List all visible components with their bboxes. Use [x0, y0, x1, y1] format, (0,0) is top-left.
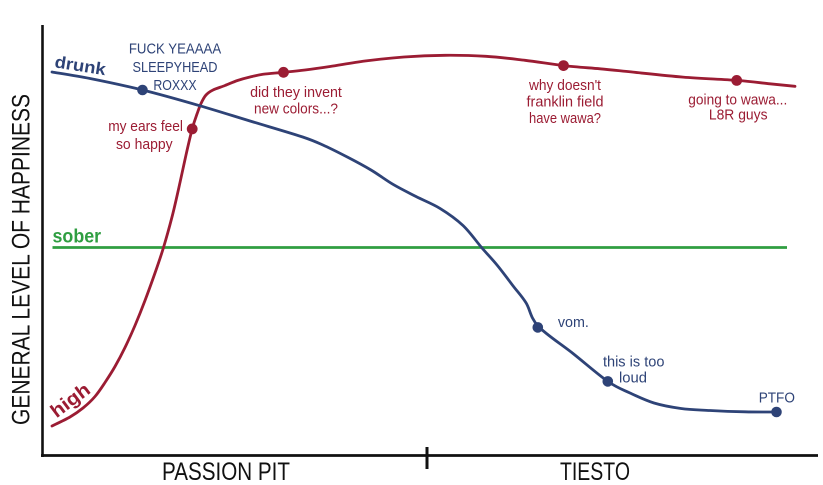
svg-text:franklin field: franklin field	[527, 94, 604, 111]
svg-text:FUCK YEAAAA: FUCK YEAAAA	[129, 41, 221, 58]
svg-text:so happy: so happy	[116, 136, 173, 153]
svg-text:my ears feel: my ears feel	[108, 118, 183, 135]
svg-text:have wawa?: have wawa?	[529, 110, 601, 127]
svg-text:PASSION PIT: PASSION PIT	[162, 458, 290, 485]
svg-text:PTFO: PTFO	[759, 390, 795, 407]
svg-text:going to wawa...: going to wawa...	[688, 92, 787, 109]
svg-text:drunk: drunk	[53, 52, 107, 79]
svg-text:GENERAL LEVEL OF HAPPINESS: GENERAL LEVEL OF HAPPINESS	[8, 94, 36, 425]
svg-text:this is too: this is too	[603, 354, 665, 371]
svg-text:new colors...?: new colors...?	[254, 101, 338, 118]
svg-text:loud: loud	[619, 370, 647, 387]
svg-text:ROXXX: ROXXX	[153, 77, 196, 94]
svg-text:did they invent: did they invent	[250, 84, 343, 101]
svg-text:sober: sober	[53, 227, 102, 248]
svg-text:SLEEPYHEAD: SLEEPYHEAD	[133, 59, 218, 76]
svg-text:why doesn't: why doesn't	[528, 77, 602, 94]
svg-text:L8R guys: L8R guys	[709, 107, 768, 124]
svg-text:TIESTO: TIESTO	[560, 458, 630, 485]
svg-text:vom.: vom.	[558, 314, 589, 331]
